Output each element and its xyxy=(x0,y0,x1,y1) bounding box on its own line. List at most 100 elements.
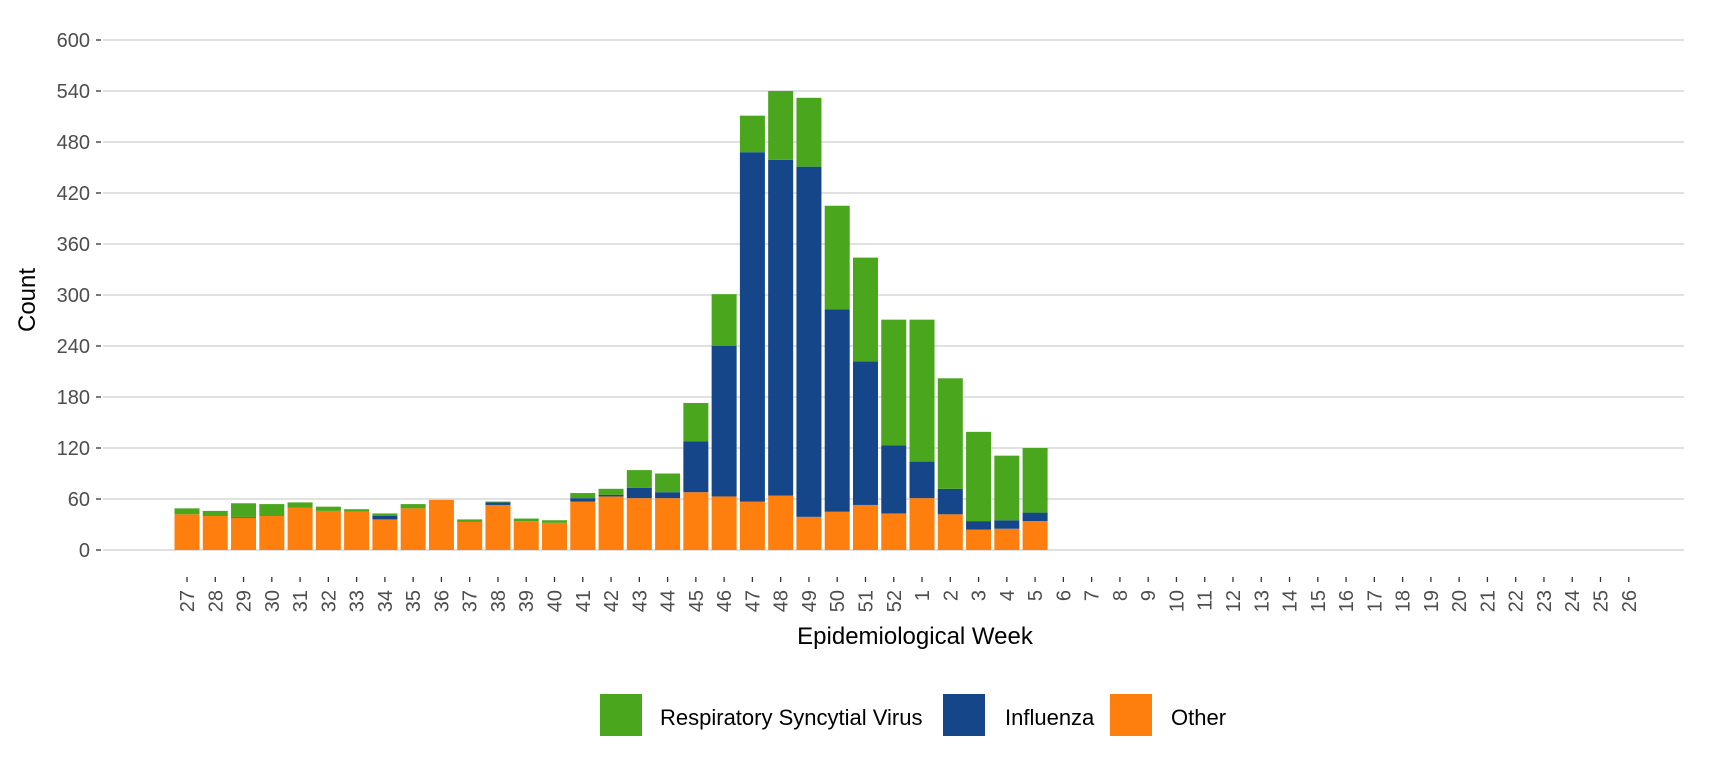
bar-segment-other xyxy=(626,498,652,550)
x-tick-label: 1 xyxy=(912,590,934,601)
bar-segment-respiratory-syncytial-virus xyxy=(937,378,963,489)
legend-swatch xyxy=(943,694,985,736)
legend-swatch xyxy=(1110,694,1152,736)
bar-segment-respiratory-syncytial-virus xyxy=(768,91,794,160)
x-tick-label: 14 xyxy=(1280,590,1302,612)
y-tick-label: 600 xyxy=(57,30,90,52)
y-tick-label: 480 xyxy=(57,132,90,154)
bar-segment-influenza xyxy=(768,159,794,496)
bar-segment-influenza xyxy=(570,498,596,502)
x-tick-label: 10 xyxy=(1166,590,1188,612)
bar-segment-influenza xyxy=(796,166,822,517)
y-tick-label: 60 xyxy=(68,489,90,511)
bar-segment-other xyxy=(768,495,794,550)
y-tick-label: 420 xyxy=(57,183,90,205)
bar-segment-other xyxy=(739,501,765,550)
bar-segment-other xyxy=(570,501,596,550)
x-tick-label: 49 xyxy=(799,590,821,612)
bar-segment-other xyxy=(824,511,850,550)
x-tick-label: 21 xyxy=(1477,590,1499,612)
bar-segment-respiratory-syncytial-virus xyxy=(994,455,1020,521)
x-tick-label: 18 xyxy=(1393,590,1415,612)
x-tick-label: 38 xyxy=(488,590,510,612)
bar-segment-respiratory-syncytial-virus xyxy=(259,504,285,516)
x-tick-label: 40 xyxy=(545,590,567,612)
bar-segment-other xyxy=(937,514,963,550)
x-tick-label: 19 xyxy=(1421,590,1443,612)
x-tick-label: 2 xyxy=(940,590,962,601)
x-tick-label: 41 xyxy=(573,590,595,612)
bar-segment-other xyxy=(287,507,313,550)
x-tick-label: 6 xyxy=(1053,590,1075,601)
legend-swatch xyxy=(600,694,642,736)
y-tick-label: 360 xyxy=(57,234,90,256)
x-tick-label: 4 xyxy=(997,590,1019,601)
bar-segment-respiratory-syncytial-virus xyxy=(485,501,511,503)
bar-segment-influenza xyxy=(994,520,1020,529)
bar-segment-respiratory-syncytial-virus xyxy=(513,518,539,522)
bar-segment-respiratory-syncytial-virus xyxy=(824,205,850,310)
bar-segment-other xyxy=(683,492,709,550)
x-tick-label: 51 xyxy=(855,590,877,612)
x-tick-label: 23 xyxy=(1534,590,1556,612)
bar-segment-respiratory-syncytial-virus xyxy=(202,510,228,516)
bar-segment-other xyxy=(400,508,426,550)
x-tick-label: 36 xyxy=(431,590,453,612)
x-tick-label: 32 xyxy=(318,590,340,612)
bar-segment-other xyxy=(315,510,341,550)
bar-segment-influenza xyxy=(372,516,398,520)
bar-segment-respiratory-syncytial-virus xyxy=(796,97,822,167)
bar-segment-other xyxy=(428,499,454,550)
x-tick-label: 29 xyxy=(234,590,256,612)
y-tick-label: 300 xyxy=(57,285,90,307)
x-tick-label: 9 xyxy=(1138,590,1160,601)
x-tick-label: 44 xyxy=(658,590,680,612)
bar-segment-influenza xyxy=(711,346,737,497)
y-tick-label: 540 xyxy=(57,81,90,103)
legend: Respiratory Syncytial Virus Influenza Othe… xyxy=(600,694,1226,736)
legend-label: Other xyxy=(1171,705,1226,730)
bars xyxy=(174,91,1048,550)
bar-segment-other xyxy=(202,516,228,550)
y-tick-label: 0 xyxy=(79,540,90,562)
bar-segment-respiratory-syncytial-virus xyxy=(372,513,398,516)
bar-segment-influenza xyxy=(739,152,765,502)
x-tick-label: 8 xyxy=(1110,590,1132,601)
x-tick-label: 7 xyxy=(1082,590,1104,601)
x-tick-label: 27 xyxy=(177,590,199,612)
bar-segment-respiratory-syncytial-virus xyxy=(287,502,313,508)
bar-segment-influenza xyxy=(824,309,850,512)
x-tick-label: 34 xyxy=(375,590,397,612)
bar-segment-influenza xyxy=(231,516,257,518)
bar-segment-respiratory-syncytial-virus xyxy=(315,506,341,511)
x-tick-label: 17 xyxy=(1364,590,1386,612)
bar-segment-other xyxy=(711,496,737,550)
x-tick-label: 16 xyxy=(1336,590,1358,612)
x-tick-label: 35 xyxy=(403,590,425,612)
bar-segment-respiratory-syncytial-virus xyxy=(852,257,878,362)
bar-segment-influenza xyxy=(852,361,878,505)
y-tick-label: 180 xyxy=(57,387,90,409)
x-tick-label: 28 xyxy=(205,590,227,612)
x-tick-label: 31 xyxy=(290,590,312,612)
bar-segment-other xyxy=(1022,521,1048,550)
bar-segment-influenza xyxy=(881,445,907,514)
bar-segment-respiratory-syncytial-virus xyxy=(655,473,681,493)
bar-segment-respiratory-syncytial-virus xyxy=(966,431,992,522)
x-tick-label: 45 xyxy=(686,590,708,612)
bar-segment-other xyxy=(796,516,822,550)
bar-segment-other xyxy=(966,529,992,550)
bar-segment-influenza xyxy=(683,441,709,493)
bar-segment-influenza xyxy=(1022,512,1048,522)
x-tick-label: 42 xyxy=(601,590,623,612)
y-axis: 0 60 120 180 240 300 360 420 480 540 600 xyxy=(57,30,101,562)
x-tick-label: 3 xyxy=(969,590,991,601)
x-tick-label: 13 xyxy=(1251,590,1273,612)
y-tick-label: 240 xyxy=(57,336,90,358)
x-tick-label: 33 xyxy=(347,590,369,612)
x-axis-title: Epidemiological Week xyxy=(797,623,1034,650)
x-tick-label: 37 xyxy=(460,590,482,612)
bar-segment-influenza xyxy=(966,521,992,530)
x-tick-label: 50 xyxy=(827,590,849,612)
